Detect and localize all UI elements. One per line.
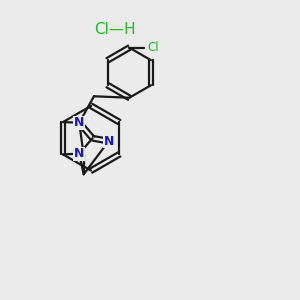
Text: N: N — [74, 116, 84, 129]
Text: Cl: Cl — [147, 41, 159, 54]
Text: Cl—H: Cl—H — [94, 22, 136, 37]
Text: N: N — [74, 147, 84, 160]
Text: N: N — [74, 116, 84, 129]
Text: N: N — [74, 147, 84, 160]
Text: N: N — [103, 135, 114, 148]
